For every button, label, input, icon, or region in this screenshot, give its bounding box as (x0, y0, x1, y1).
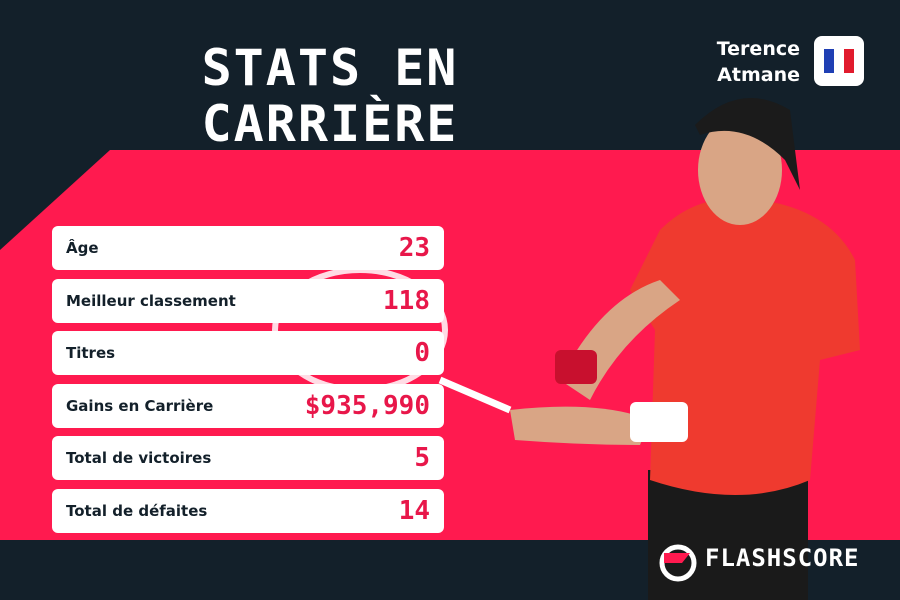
stat-row: Total de victoires 5 (52, 436, 444, 480)
stat-label: Gains en Carrière (66, 396, 214, 415)
stat-label: Âge (66, 239, 99, 257)
stat-row: Meilleur classement 118 (52, 278, 444, 323)
stat-row: Total de défaites 14 (52, 488, 444, 533)
stat-value: 23 (398, 233, 430, 263)
stats-table: Âge 23 Meilleur classement 118 Titres 0 Gains … (52, 226, 444, 541)
title: STATS EN CARRIÈRE (160, 40, 500, 152)
title-line: STATS EN (201, 39, 459, 97)
stat-label: Meilleur classement (66, 291, 236, 310)
stat-label: Titres (66, 344, 116, 362)
stat-value: 0 (414, 338, 430, 368)
player-illustration (272, 98, 860, 600)
stat-label: Total de victoires (66, 449, 212, 467)
flag-icon (814, 36, 864, 86)
brand: FLASHSCORE (705, 544, 860, 572)
player-name: Terence Atmane (717, 36, 800, 88)
brand-logo (659, 544, 697, 582)
stat-row: Titres 0 (52, 331, 444, 375)
stat-label: Total de défaites (66, 501, 208, 520)
stat-row: Âge 23 (52, 226, 444, 270)
stat-value: 118 (383, 285, 430, 316)
stat-value: $935,990 (304, 390, 430, 421)
title-line: CARRIÈRE (201, 95, 459, 153)
stat-row: Gains en Carrière $935,990 (52, 383, 444, 428)
player-name-line: Terence (716, 38, 800, 60)
stat-value: 14 (398, 495, 430, 526)
player-name-line: Atmane (717, 64, 800, 86)
stat-value: 5 (414, 443, 430, 473)
